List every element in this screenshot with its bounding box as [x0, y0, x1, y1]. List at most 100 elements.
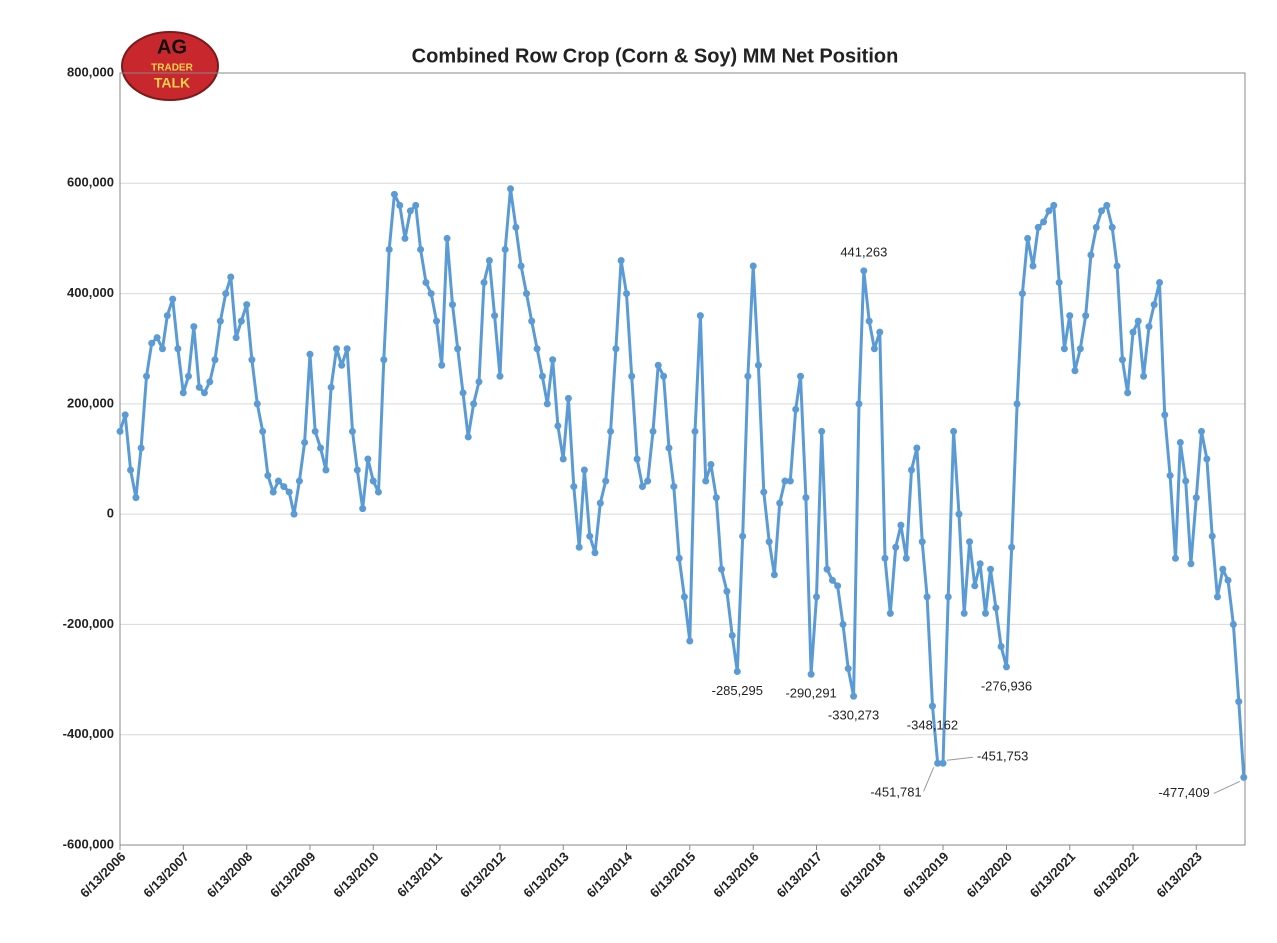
data-point	[997, 642, 1005, 650]
data-point	[1203, 455, 1211, 463]
data-label: -451,753	[977, 749, 1028, 764]
data-point	[227, 273, 235, 281]
data-point	[770, 571, 778, 579]
data-point	[464, 433, 472, 441]
data-point	[179, 389, 187, 397]
leader-line	[1213, 780, 1240, 794]
data-point	[1018, 290, 1026, 298]
data-point	[280, 483, 288, 491]
data-point	[1150, 301, 1158, 309]
data-point	[902, 554, 910, 562]
data-point	[359, 505, 367, 513]
data-point	[448, 301, 456, 309]
data-point	[918, 538, 926, 546]
logo-badge	[121, 31, 219, 101]
data-point	[934, 759, 942, 767]
logo-text: TRADER	[151, 63, 193, 74]
data-point	[295, 477, 303, 485]
data-point	[327, 383, 335, 391]
data-point	[660, 372, 668, 380]
data-label: -285,295	[712, 683, 763, 698]
data-point	[121, 411, 129, 419]
data-point	[1224, 576, 1232, 584]
data-point	[939, 759, 947, 767]
data-point	[543, 400, 551, 408]
data-point	[1145, 323, 1153, 331]
data-point	[834, 582, 842, 590]
data-point	[739, 532, 747, 540]
y-tick-label: 400,000	[67, 285, 114, 300]
data-point	[950, 427, 958, 435]
data-point	[712, 494, 720, 502]
data-point	[369, 477, 377, 485]
data-point	[1002, 663, 1010, 671]
data-point	[269, 488, 277, 496]
data-point	[533, 345, 541, 353]
data-point	[733, 667, 741, 675]
data-point	[1134, 317, 1142, 325]
data-point	[971, 582, 979, 590]
data-point	[1235, 698, 1243, 706]
data-point	[992, 604, 1000, 612]
data-point	[828, 576, 836, 584]
data-point	[1118, 356, 1126, 364]
data-point	[633, 455, 641, 463]
data-point	[586, 532, 594, 540]
data-point	[216, 317, 224, 325]
data-point	[127, 466, 135, 474]
data-point	[665, 444, 673, 452]
data-point	[907, 466, 915, 474]
data-point	[311, 427, 319, 435]
data-point	[1060, 345, 1068, 353]
data-point	[786, 477, 794, 485]
data-point	[132, 494, 140, 502]
data-point	[333, 345, 341, 353]
data-point	[290, 510, 298, 518]
data-point	[153, 334, 161, 342]
data-point	[580, 466, 588, 474]
data-point	[264, 472, 272, 480]
data-point	[353, 466, 361, 474]
data-point	[459, 389, 467, 397]
data-point	[928, 702, 936, 710]
data-point	[1192, 494, 1200, 502]
data-point	[380, 356, 388, 364]
data-point	[348, 427, 356, 435]
data-point	[259, 427, 267, 435]
data-point	[243, 301, 251, 309]
data-point	[702, 477, 710, 485]
data-point	[1055, 279, 1063, 287]
data-point	[401, 234, 409, 242]
data-point	[454, 345, 462, 353]
data-point	[944, 593, 952, 601]
data-point	[248, 356, 256, 364]
data-point	[675, 554, 683, 562]
data-point	[1082, 312, 1090, 320]
data-point	[844, 665, 852, 673]
data-point	[1229, 620, 1237, 628]
data-point	[812, 593, 820, 601]
data-point	[549, 356, 557, 364]
data-point	[966, 538, 974, 546]
data-point	[1024, 234, 1032, 242]
data-point	[797, 372, 805, 380]
data-point	[480, 279, 488, 287]
data-point	[485, 256, 493, 264]
data-point	[876, 328, 884, 336]
data-point	[564, 394, 572, 402]
data-point	[855, 400, 863, 408]
data-point	[390, 190, 398, 198]
data-point	[1029, 262, 1037, 270]
data-point	[148, 339, 156, 347]
data-point	[728, 631, 736, 639]
data-point	[707, 461, 715, 469]
data-point	[1097, 207, 1105, 215]
data-point	[823, 565, 831, 573]
data-point	[955, 510, 963, 518]
data-point	[285, 488, 293, 496]
data-point	[406, 207, 414, 215]
data-point	[195, 383, 203, 391]
data-point	[982, 609, 990, 617]
data-point	[913, 444, 921, 452]
